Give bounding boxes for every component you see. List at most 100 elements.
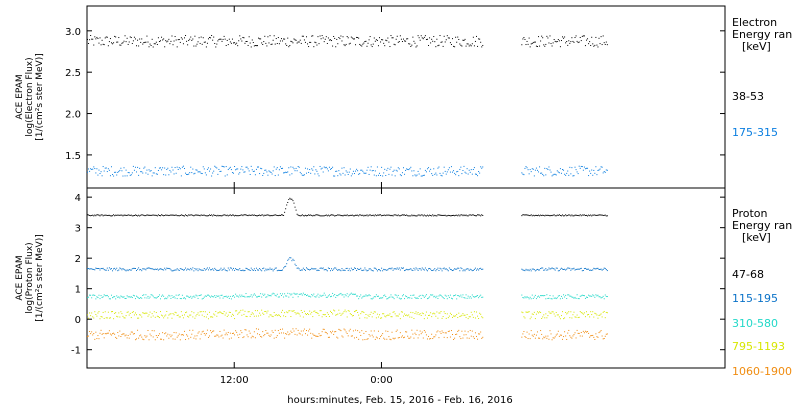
data-point bbox=[192, 267, 194, 269]
data-point bbox=[382, 214, 384, 216]
data-point bbox=[413, 318, 415, 320]
data-point bbox=[532, 297, 534, 299]
data-point bbox=[588, 294, 590, 296]
data-point bbox=[454, 46, 456, 48]
data-point bbox=[473, 45, 475, 47]
data-point bbox=[455, 36, 457, 38]
data-point bbox=[209, 36, 211, 38]
data-point bbox=[322, 215, 324, 217]
data-point bbox=[129, 333, 131, 335]
data-point bbox=[314, 173, 316, 175]
data-point bbox=[315, 42, 317, 44]
data-point bbox=[279, 166, 281, 168]
data-point bbox=[145, 336, 147, 338]
data-point bbox=[162, 214, 164, 216]
data-point bbox=[163, 174, 165, 176]
data-point bbox=[555, 41, 557, 43]
data-point bbox=[460, 166, 462, 168]
data-point bbox=[546, 337, 548, 339]
data-point bbox=[169, 313, 171, 315]
data-point bbox=[309, 169, 311, 171]
data-point bbox=[92, 214, 94, 216]
data-point bbox=[215, 166, 217, 168]
data-point bbox=[274, 43, 276, 45]
data-point bbox=[404, 214, 406, 216]
data-point bbox=[377, 330, 379, 332]
data-point bbox=[279, 269, 281, 271]
data-point bbox=[102, 311, 104, 313]
data-point bbox=[603, 214, 605, 216]
data-point bbox=[113, 175, 115, 177]
data-point bbox=[192, 316, 194, 318]
data-point bbox=[97, 312, 99, 314]
data-point bbox=[442, 214, 444, 216]
data-point bbox=[446, 269, 448, 271]
data-point bbox=[391, 214, 393, 216]
data-point bbox=[250, 214, 252, 216]
data-point bbox=[528, 270, 530, 272]
data-point bbox=[366, 169, 368, 171]
data-point bbox=[475, 215, 477, 217]
data-point bbox=[365, 40, 367, 42]
data-point bbox=[133, 169, 135, 171]
data-point bbox=[244, 171, 246, 173]
data-point bbox=[457, 170, 459, 172]
data-point bbox=[469, 214, 471, 216]
data-point bbox=[104, 214, 106, 216]
data-point bbox=[124, 269, 126, 271]
data-point bbox=[146, 297, 148, 299]
data-point bbox=[356, 168, 358, 170]
data-point bbox=[98, 169, 100, 171]
data-point bbox=[289, 45, 291, 47]
data-point bbox=[407, 297, 409, 299]
data-point bbox=[367, 269, 369, 271]
data-point bbox=[182, 215, 184, 217]
data-point bbox=[585, 39, 587, 41]
data-point bbox=[91, 168, 93, 170]
data-point bbox=[606, 312, 608, 314]
data-point bbox=[151, 175, 153, 177]
data-point bbox=[187, 295, 189, 297]
data-point bbox=[413, 294, 415, 296]
data-point bbox=[307, 334, 309, 336]
data-point bbox=[106, 294, 108, 296]
data-point bbox=[196, 335, 198, 337]
data-point bbox=[134, 339, 136, 341]
data-point bbox=[577, 214, 579, 216]
data-point bbox=[335, 267, 337, 269]
data-point bbox=[180, 311, 182, 313]
data-point bbox=[557, 214, 559, 216]
data-point bbox=[380, 175, 382, 177]
data-point bbox=[99, 269, 101, 271]
data-point bbox=[249, 332, 251, 334]
data-point bbox=[604, 267, 606, 269]
data-point bbox=[245, 214, 247, 216]
data-point bbox=[458, 38, 460, 40]
data-point bbox=[603, 267, 605, 269]
data-point bbox=[366, 270, 368, 272]
data-point bbox=[465, 45, 467, 47]
data-point bbox=[438, 295, 440, 297]
data-point bbox=[150, 294, 152, 296]
data-point bbox=[347, 173, 349, 175]
data-point bbox=[200, 294, 202, 296]
data-point bbox=[329, 39, 331, 41]
data-point bbox=[572, 215, 574, 217]
data-point bbox=[423, 174, 425, 176]
data-point bbox=[141, 214, 143, 216]
data-point bbox=[363, 269, 365, 271]
data-point bbox=[331, 168, 333, 170]
data-point bbox=[596, 314, 598, 316]
data-point bbox=[459, 270, 461, 272]
data-point bbox=[161, 295, 163, 297]
data-point bbox=[177, 335, 179, 337]
data-point bbox=[109, 175, 111, 177]
data-point bbox=[583, 332, 585, 334]
data-point bbox=[115, 312, 117, 314]
data-point bbox=[446, 298, 448, 300]
data-point bbox=[137, 317, 139, 319]
data-point bbox=[541, 295, 543, 297]
data-point bbox=[416, 215, 418, 217]
data-point bbox=[364, 339, 366, 341]
data-point bbox=[169, 334, 171, 336]
